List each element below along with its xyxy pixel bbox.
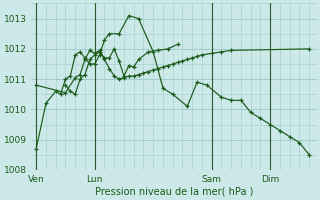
X-axis label: Pression niveau de la mer( hPa ): Pression niveau de la mer( hPa ) (95, 187, 253, 197)
